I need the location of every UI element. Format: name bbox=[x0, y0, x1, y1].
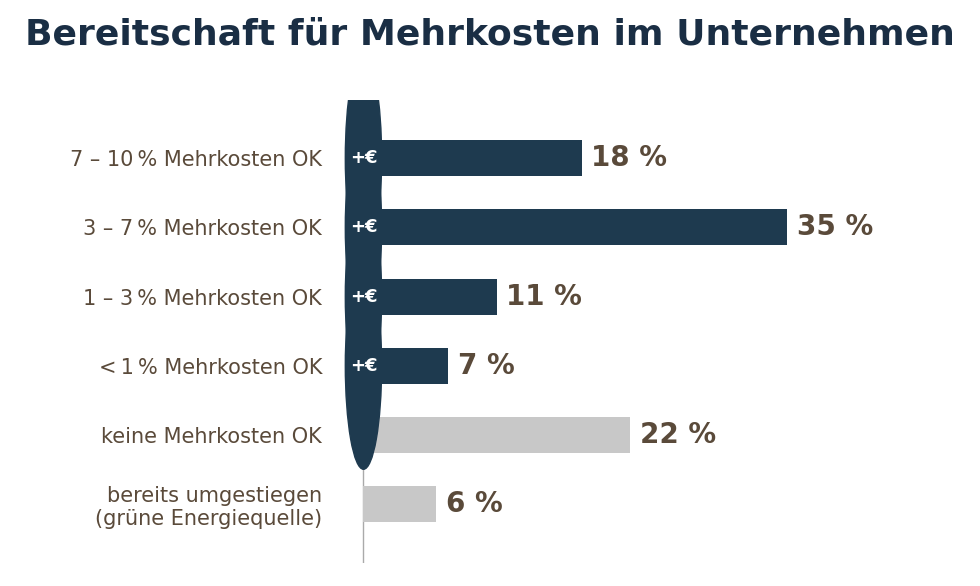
Bar bbox=[364, 347, 448, 384]
Text: +€: +€ bbox=[350, 288, 377, 305]
Bar bbox=[364, 278, 497, 315]
Circle shape bbox=[345, 262, 381, 469]
Text: +€: +€ bbox=[350, 357, 377, 374]
Bar bbox=[364, 141, 581, 176]
Text: 11 %: 11 % bbox=[507, 282, 582, 311]
Circle shape bbox=[345, 193, 381, 400]
Text: +€: +€ bbox=[350, 149, 377, 168]
Text: Bereitschaft für Mehrkosten im Unternehmen: Bereitschaft für Mehrkosten im Unternehm… bbox=[25, 18, 955, 52]
Bar bbox=[364, 209, 787, 246]
Text: +€: +€ bbox=[350, 219, 377, 236]
Circle shape bbox=[345, 124, 381, 331]
Bar bbox=[364, 417, 630, 453]
Circle shape bbox=[345, 54, 381, 262]
Text: 35 %: 35 % bbox=[797, 213, 873, 241]
Text: 6 %: 6 % bbox=[446, 490, 503, 518]
Text: 18 %: 18 % bbox=[591, 144, 667, 172]
Text: 7 %: 7 % bbox=[458, 352, 514, 380]
Text: 22 %: 22 % bbox=[640, 421, 715, 449]
Bar bbox=[364, 486, 436, 522]
